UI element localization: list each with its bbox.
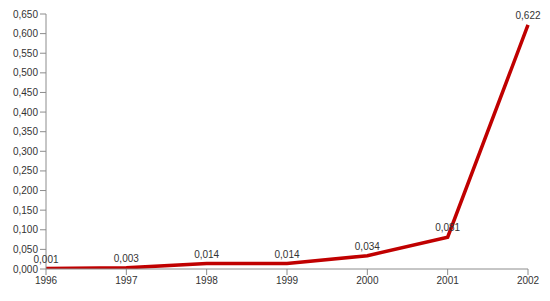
- svg-text:0,600: 0,600: [13, 28, 38, 39]
- svg-text:1997: 1997: [115, 275, 138, 286]
- svg-text:0,350: 0,350: [13, 126, 38, 137]
- svg-text:0,450: 0,450: [13, 87, 38, 98]
- svg-text:0,650: 0,650: [13, 9, 38, 20]
- svg-text:0,014: 0,014: [194, 249, 219, 260]
- svg-text:0,200: 0,200: [13, 185, 38, 196]
- svg-text:0,550: 0,550: [13, 48, 38, 59]
- svg-text:1996: 1996: [35, 275, 58, 286]
- svg-text:0,003: 0,003: [114, 253, 139, 264]
- svg-text:0,250: 0,250: [13, 165, 38, 176]
- svg-text:0,000: 0,000: [13, 264, 38, 275]
- svg-text:0,400: 0,400: [13, 107, 38, 118]
- svg-text:2000: 2000: [356, 275, 379, 286]
- svg-text:0,034: 0,034: [355, 241, 380, 252]
- svg-text:0,014: 0,014: [274, 249, 299, 260]
- svg-text:0,001: 0,001: [33, 254, 58, 265]
- svg-text:0,050: 0,050: [13, 243, 38, 255]
- svg-text:0,100: 0,100: [13, 224, 38, 235]
- svg-text:0,300: 0,300: [13, 146, 38, 157]
- svg-text:2001: 2001: [437, 275, 460, 286]
- svg-text:0,500: 0,500: [13, 67, 38, 78]
- svg-text:2002: 2002: [517, 275, 540, 286]
- svg-text:0,081: 0,081: [435, 222, 460, 233]
- svg-text:1998: 1998: [196, 275, 219, 286]
- svg-text:1999: 1999: [276, 275, 299, 286]
- svg-text:0,150: 0,150: [13, 205, 38, 216]
- svg-text:0,622: 0,622: [515, 10, 540, 21]
